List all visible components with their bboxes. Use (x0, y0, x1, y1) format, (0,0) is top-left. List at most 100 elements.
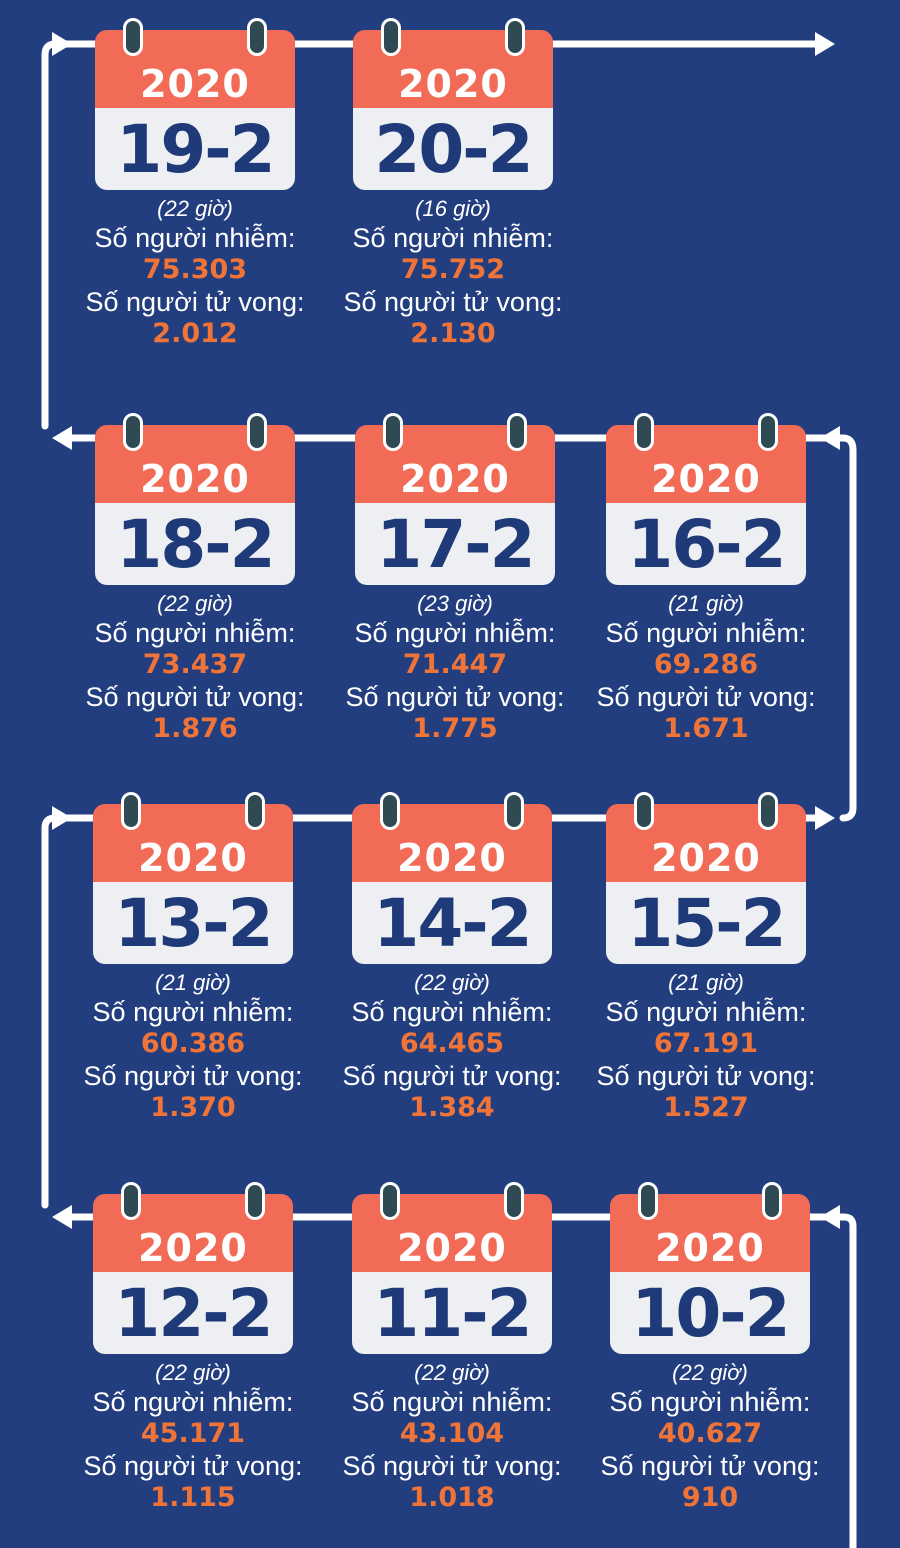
infected-label: Số người nhiễm: (352, 223, 554, 253)
infected-count: 67.191 (653, 1028, 759, 1059)
infected-count: 64.465 (399, 1028, 505, 1059)
infected-label: Số người nhiễm: (94, 223, 296, 253)
year-label: 2020 (398, 62, 508, 106)
deaths-count: 1.370 (150, 1092, 236, 1123)
infected-label: Số người nhiễm: (354, 618, 556, 648)
calendar-icon: 2020 12-2 (93, 1182, 293, 1354)
infected-label: Số người nhiễm: (92, 1387, 294, 1417)
hour-label: (23 giờ) (417, 591, 493, 616)
date-label: 18-2 (116, 506, 275, 583)
hour-label: (22 giờ) (672, 1360, 748, 1385)
deaths-label: Số người tử vong: (343, 287, 563, 317)
hour-label: (22 giờ) (414, 1360, 490, 1385)
arrow-icon (820, 426, 840, 450)
infected-count: 71.447 (402, 649, 508, 680)
calendar-icon: 2020 14-2 (352, 792, 552, 964)
year-label: 2020 (397, 1226, 507, 1270)
calendar-icon: 2020 18-2 (95, 413, 295, 585)
calendar-icon: 2020 10-2 (610, 1182, 810, 1354)
deaths-label: Số người tử vong: (83, 1061, 303, 1091)
calendar-icon: 2020 15-2 (606, 792, 806, 964)
year-label: 2020 (138, 1226, 248, 1270)
arrow-icon (52, 426, 72, 450)
date-label: 15-2 (627, 885, 786, 962)
calendar-icon: 2020 13-2 (93, 792, 293, 964)
year-label: 2020 (651, 457, 761, 501)
date-label: 20-2 (374, 111, 533, 188)
deaths-label: Số người tử vong: (85, 287, 305, 317)
infected-count: 45.171 (140, 1418, 246, 1449)
hour-label: (21 giờ) (155, 970, 231, 995)
infected-count: 75.752 (400, 254, 506, 285)
date-card-15-2: 2020 15-2 (21 giờ) Số người nhiễm: 67.19… (591, 792, 821, 1124)
year-label: 2020 (655, 1226, 765, 1270)
infected-label: Số người nhiễm: (92, 997, 294, 1027)
hour-label: (21 giờ) (668, 970, 744, 995)
date-card-20-2: 2020 20-2 (16 giờ) Số người nhiễm: 75.75… (338, 18, 568, 350)
infected-count: 73.437 (142, 649, 248, 680)
deaths-count: 1.018 (409, 1482, 495, 1513)
deaths-label: Số người tử vong: (342, 1451, 562, 1481)
date-card-12-2: 2020 12-2 (22 giờ) Số người nhiễm: 45.17… (78, 1182, 308, 1514)
deaths-count: 1.115 (150, 1482, 236, 1513)
deaths-count: 1.876 (152, 713, 238, 744)
calendar-icon: 2020 19-2 (95, 18, 295, 190)
infected-label: Số người nhiễm: (351, 1387, 553, 1417)
deaths-count: 2.012 (152, 318, 238, 349)
deaths-label: Số người tử vong: (83, 1451, 303, 1481)
infected-label: Số người nhiễm: (605, 618, 807, 648)
deaths-label: Số người tử vong: (596, 1061, 816, 1091)
calendar-icon: 2020 20-2 (353, 18, 553, 190)
arrow-icon (52, 32, 72, 56)
date-card-10-2: 2020 10-2 (22 giờ) Số người nhiễm: 40.62… (595, 1182, 825, 1514)
deaths-count: 1.775 (412, 713, 498, 744)
infected-count: 75.303 (142, 254, 248, 285)
deaths-count: 1.671 (663, 713, 749, 744)
arrow-icon (52, 806, 72, 830)
date-label: 11-2 (373, 1275, 532, 1352)
date-label: 14-2 (373, 885, 532, 962)
deaths-label: Số người tử vong: (342, 1061, 562, 1091)
calendar-icon: 2020 16-2 (606, 413, 806, 585)
deaths-count: 1.384 (409, 1092, 495, 1123)
year-label: 2020 (138, 836, 248, 880)
deaths-label: Số người tử vong: (600, 1451, 820, 1481)
date-card-18-2: 2020 18-2 (22 giờ) Số người nhiễm: 73.43… (80, 413, 310, 745)
arrow-icon (815, 806, 835, 830)
date-label: 13-2 (114, 885, 273, 962)
deaths-count: 2.130 (410, 318, 496, 349)
hour-label: (21 giờ) (668, 591, 744, 616)
year-label: 2020 (397, 836, 507, 880)
infected-count: 40.627 (657, 1418, 763, 1449)
date-label: 12-2 (114, 1275, 273, 1352)
deaths-count: 910 (681, 1482, 739, 1513)
date-card-17-2: 2020 17-2 (23 giờ) Số người nhiễm: 71.44… (340, 413, 570, 745)
infected-label: Số người nhiễm: (94, 618, 296, 648)
hour-label: (22 giờ) (155, 1360, 231, 1385)
infected-count: 43.104 (399, 1418, 505, 1449)
infected-label: Số người nhiễm: (609, 1387, 811, 1417)
date-card-11-2: 2020 11-2 (22 giờ) Số người nhiễm: 43.10… (337, 1182, 567, 1514)
infected-label: Số người nhiễm: (605, 997, 807, 1027)
calendar-icon: 2020 11-2 (352, 1182, 552, 1354)
infected-count: 60.386 (140, 1028, 246, 1059)
arrow-icon (820, 1205, 840, 1229)
date-label: 19-2 (116, 111, 275, 188)
hour-label: (22 giờ) (157, 591, 233, 616)
arrow-icon (52, 1205, 72, 1229)
infected-count: 69.286 (653, 649, 759, 680)
hour-label: (16 giờ) (415, 196, 491, 221)
deaths-count: 1.527 (663, 1092, 749, 1123)
date-label: 17-2 (376, 506, 535, 583)
date-label: 10-2 (631, 1275, 790, 1352)
date-card-19-2: 2020 19-2 (22 giờ) Số người nhiễm: 75.30… (80, 18, 310, 350)
deaths-label: Số người tử vong: (345, 682, 565, 712)
year-label: 2020 (400, 457, 510, 501)
deaths-label: Số người tử vong: (85, 682, 305, 712)
hour-label: (22 giờ) (414, 970, 490, 995)
date-label: 16-2 (627, 506, 786, 583)
infected-label: Số người nhiễm: (351, 997, 553, 1027)
arrow-icon (815, 32, 835, 56)
calendar-icon: 2020 17-2 (355, 413, 555, 585)
year-label: 2020 (651, 836, 761, 880)
